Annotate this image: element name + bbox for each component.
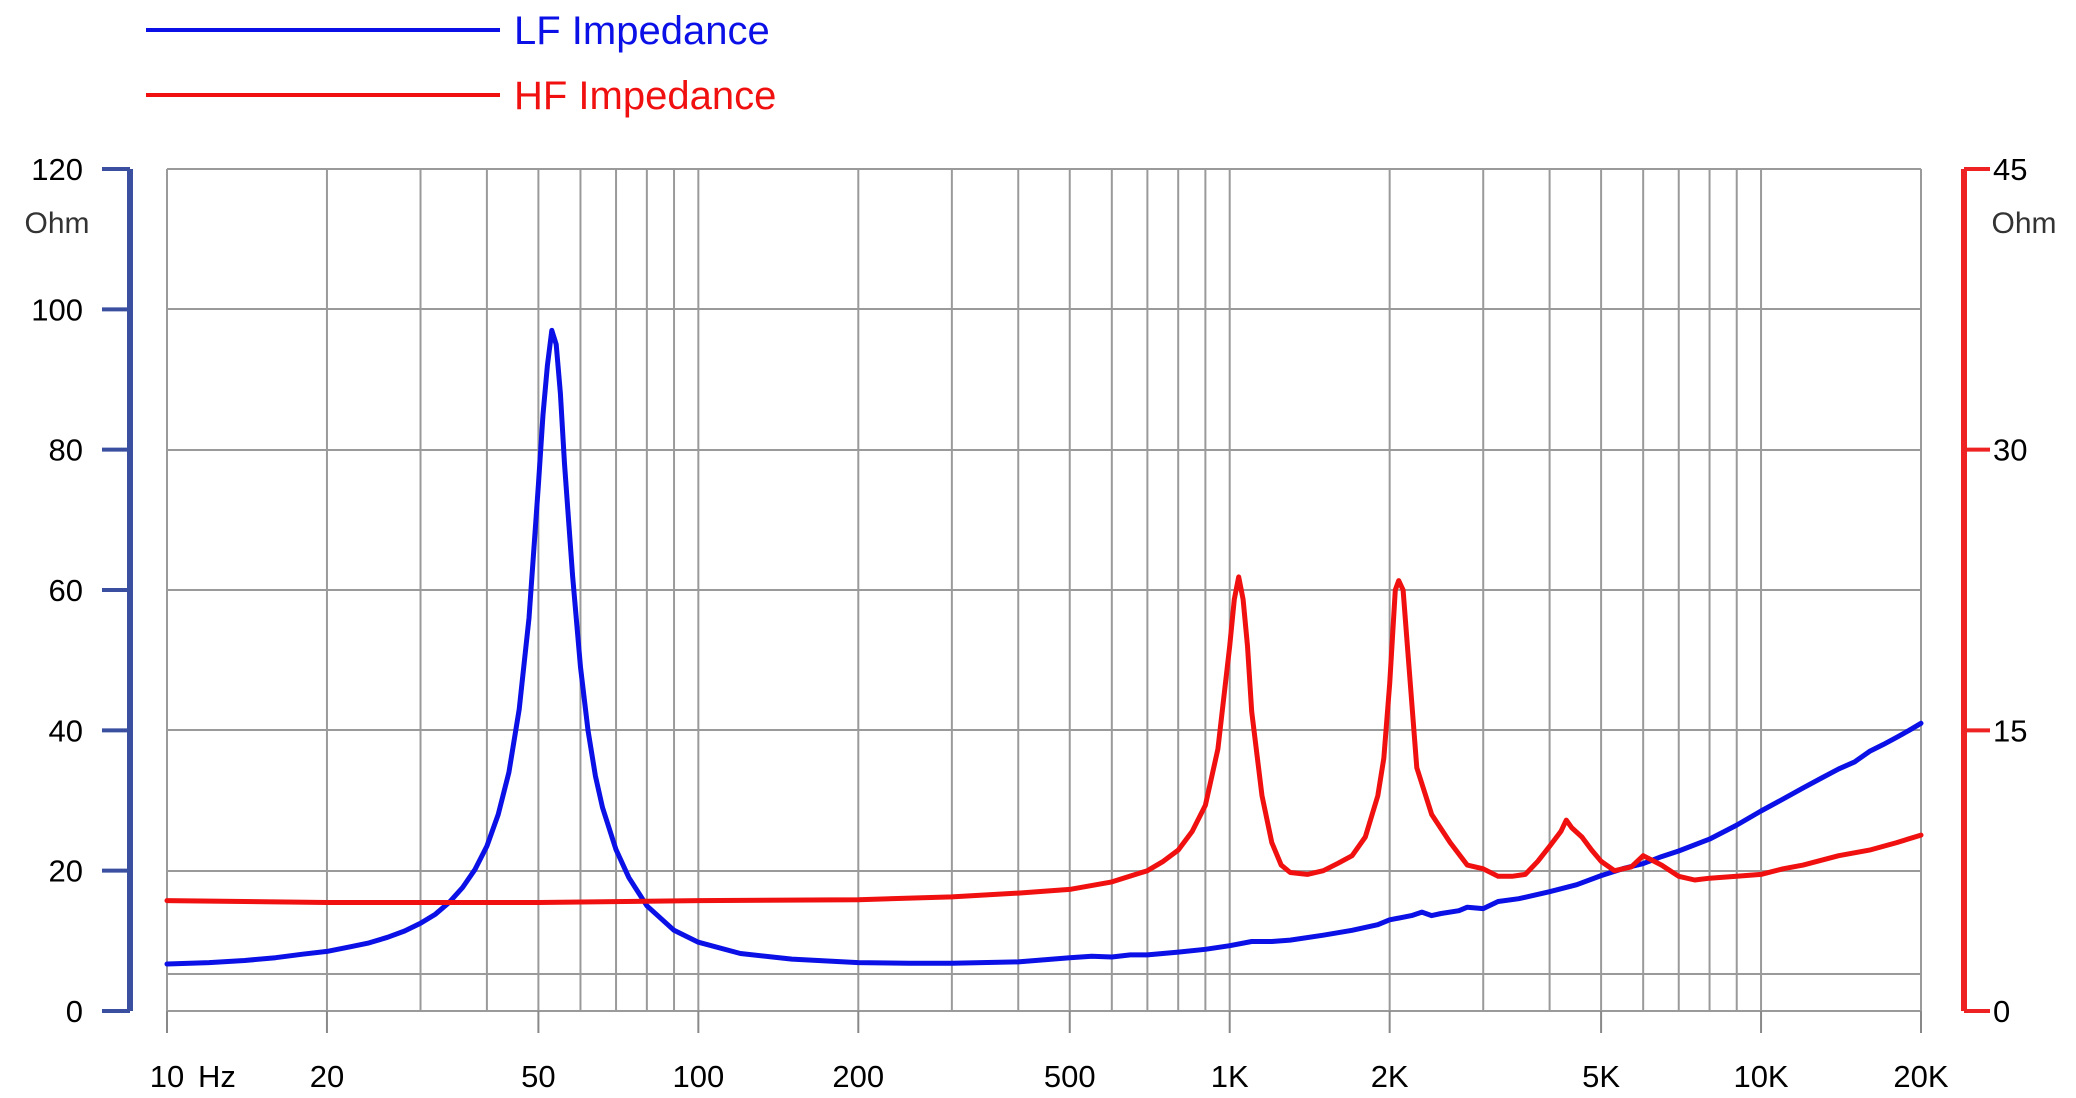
left-axis-tick-label: 60 (49, 573, 83, 608)
x-axis-tick-label: 50 (521, 1059, 555, 1094)
legend: LF Impedance HF Impedance (146, 9, 776, 118)
plot-grid (166, 168, 1922, 1012)
x-axis-tick-label: 500 (1044, 1059, 1096, 1094)
series-line-lf (164, 327, 1924, 967)
legend-label-hf: HF Impedance (514, 74, 776, 118)
left-axis-tick-label: 0 (66, 994, 83, 1029)
x-axis-tick-label: 200 (832, 1059, 884, 1094)
x-axis-tick-label: 5K (1582, 1059, 1620, 1094)
x-axis-tick-label: 2K (1371, 1059, 1409, 1094)
series-group (164, 327, 1924, 967)
x-axis-tick-label: 20 (310, 1059, 344, 1094)
right-axis-unit: Ohm (1991, 207, 2056, 240)
left-axis-tick-label: 20 (49, 854, 83, 889)
legend-label-lf: LF Impedance (514, 9, 770, 53)
right-axis-tick-label: 0 (1993, 994, 2010, 1029)
left-axis-tick-label: 40 (49, 713, 83, 748)
left-axis-tick-label: 120 (31, 152, 83, 187)
right-axis-tick-label: 15 (1993, 713, 2027, 748)
x-axis-tick-label: 20K (1893, 1059, 1948, 1094)
right-axis-tick-label: 30 (1993, 433, 2027, 468)
series-line-hf (164, 574, 1924, 905)
x-axis-unit: Hz (198, 1059, 236, 1094)
axes: 0 20 40 60 80 100 120 Ohm 0 15 30 45 Ohm 10 20 50 100 200… (24, 152, 2056, 1094)
left-axis-tick-label: 80 (49, 433, 83, 468)
x-axis-tick-label: 10 (150, 1059, 184, 1094)
x-axis-tick-label: 100 (672, 1059, 724, 1094)
left-axis-tick-label: 100 (31, 292, 83, 327)
right-axis-tick-label: 45 (1993, 152, 2027, 187)
x-axis-tick-label: 1K (1211, 1059, 1249, 1094)
x-axis-tick-label: 10K (1733, 1059, 1788, 1094)
left-axis-unit: Ohm (24, 207, 89, 240)
